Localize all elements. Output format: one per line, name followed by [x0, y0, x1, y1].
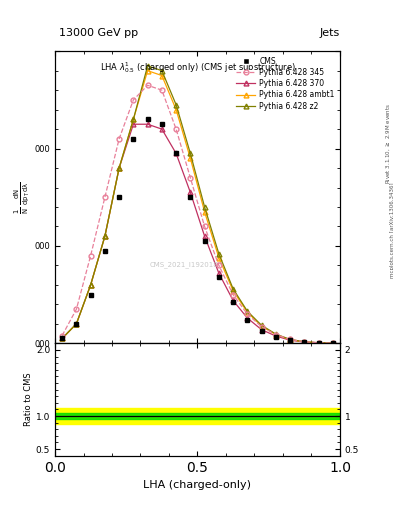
Y-axis label: $\mathregular{\frac{1}{N}\ \frac{dN}{dp_T\, d\lambda}}$: $\mathregular{\frac{1}{N}\ \frac{dN}{dp_…: [12, 181, 31, 214]
X-axis label: LHA (charged-only): LHA (charged-only): [143, 480, 252, 490]
Text: LHA $\lambda^1_{0.5}$ (charged only) (CMS jet substructure): LHA $\lambda^1_{0.5}$ (charged only) (CM…: [99, 60, 296, 75]
Text: mcplots.cern.ch [arXiv:1306.3436]: mcplots.cern.ch [arXiv:1306.3436]: [390, 183, 393, 278]
Text: 13000 GeV pp: 13000 GeV pp: [59, 28, 138, 38]
Legend: CMS, Pythia 6.428 345, Pythia 6.428 370, Pythia 6.428 ambt1, Pythia 6.428 z2: CMS, Pythia 6.428 345, Pythia 6.428 370,…: [235, 55, 336, 112]
Y-axis label: Ratio to CMS: Ratio to CMS: [24, 373, 33, 426]
Text: Rivet 3.1.10, $\geq$ 2.9M events: Rivet 3.1.10, $\geq$ 2.9M events: [384, 103, 392, 184]
Text: CMS_2021_I1920187: CMS_2021_I1920187: [149, 261, 223, 268]
Text: Jets: Jets: [320, 28, 340, 38]
